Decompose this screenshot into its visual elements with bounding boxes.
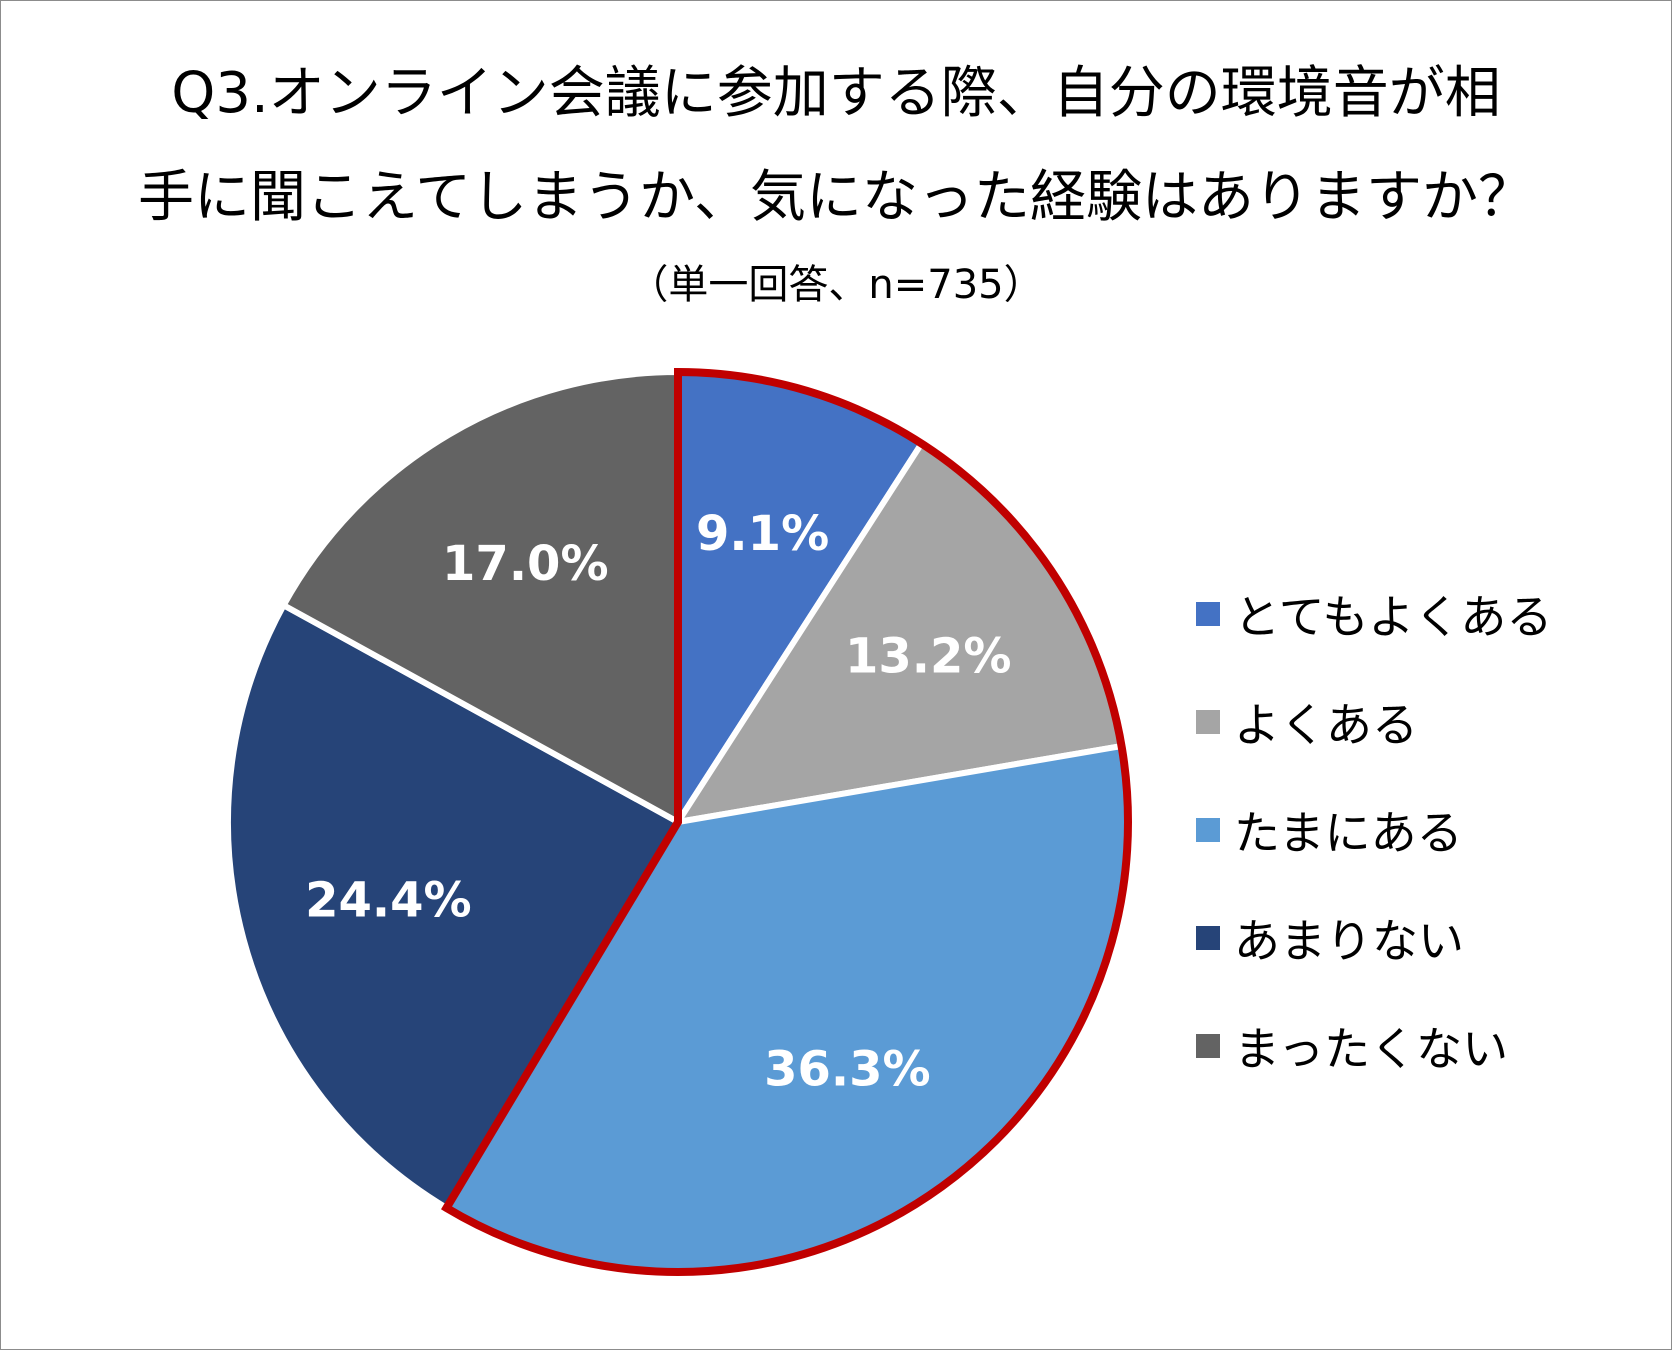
legend: とてもよくある よくある たまにある あまりない まったくない bbox=[1196, 560, 1552, 1100]
legend-item-yoku-aru: よくある bbox=[1196, 668, 1552, 776]
legend-swatch bbox=[1196, 602, 1220, 626]
legend-swatch bbox=[1196, 710, 1220, 734]
highlight-outline bbox=[441, 367, 1132, 1276]
legend-swatch bbox=[1196, 818, 1220, 842]
chart-subtitle: （単一回答、n=735） bbox=[628, 262, 1044, 308]
slice-mattaku-nai bbox=[280, 369, 681, 825]
label-totemo-yoku-aru: 9.1% bbox=[696, 506, 829, 562]
legend-label: よくある bbox=[1234, 698, 1418, 752]
label-yoku-aru: 13.2% bbox=[845, 629, 1012, 685]
legend-swatch bbox=[1196, 926, 1220, 950]
label-tama-ni-aru: 36.3% bbox=[764, 1042, 931, 1098]
legend-item-tama-ni-aru: たまにある bbox=[1196, 776, 1552, 884]
legend-label: とてもよくある bbox=[1234, 590, 1553, 644]
slice-amari-nai bbox=[225, 602, 681, 1211]
label-mattaku-nai: 17.0% bbox=[442, 536, 609, 592]
legend-label: まったくない bbox=[1234, 1022, 1509, 1076]
legend-item-mattaku-nai: まったくない bbox=[1196, 992, 1552, 1100]
label-amari-nai: 24.4% bbox=[305, 872, 472, 928]
legend-label: あまりない bbox=[1234, 914, 1464, 968]
legend-item-amari-nai: あまりない bbox=[1196, 884, 1552, 992]
chart-title-line-1: Q3.オンライン会議に参加する際、自分の環境音が相 bbox=[171, 61, 1501, 126]
legend-item-totemo-yoku-aru: とてもよくある bbox=[1196, 560, 1552, 668]
chart-title-line-2: 手に聞こえてしまうか、気になった経験はありますか？ bbox=[137, 165, 1535, 230]
legend-swatch bbox=[1196, 1034, 1220, 1058]
legend-label: たまにある bbox=[1234, 806, 1463, 860]
